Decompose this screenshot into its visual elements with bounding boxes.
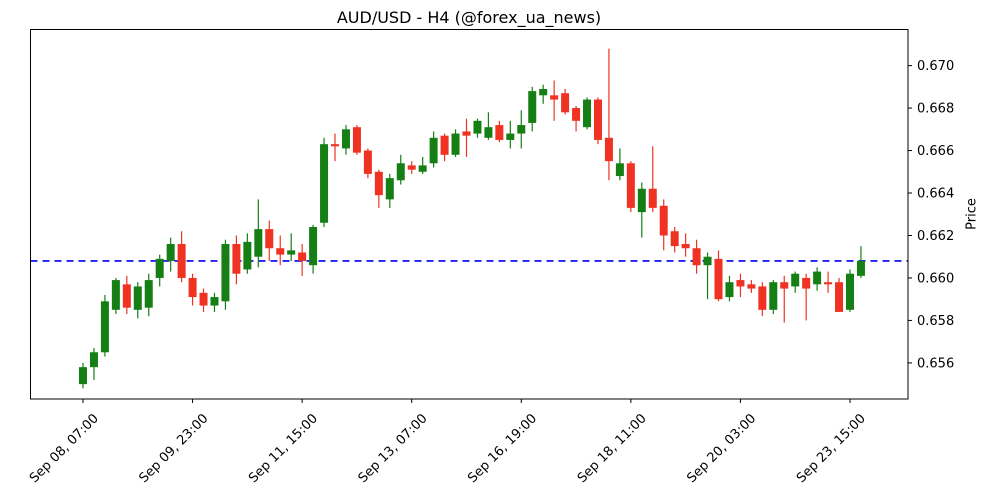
candle-body-up	[484, 127, 493, 138]
x-tick-label: Sep 08, 07:00	[27, 411, 102, 486]
candle-body-up	[528, 91, 537, 123]
candle-body-down	[824, 282, 833, 285]
candle-body-down	[462, 131, 471, 136]
candle-body-up	[133, 286, 142, 310]
candle-body-up	[429, 137, 438, 164]
candle-body-down	[604, 137, 613, 162]
candle-body-down	[572, 108, 581, 121]
candle-body-up	[725, 282, 734, 298]
candle-body-down	[199, 292, 208, 306]
x-tick-label: Sep 20, 03:00	[684, 411, 759, 486]
candle-body-up	[89, 352, 98, 368]
candle-body-up	[583, 99, 592, 128]
plot-border	[30, 29, 909, 400]
candle-body-up	[166, 243, 175, 261]
candle-body-down	[736, 280, 745, 287]
candle-body-up	[210, 297, 219, 306]
x-tick-label: Sep 09, 23:00	[137, 411, 212, 486]
candle-body-up	[155, 258, 164, 278]
candle-body-down	[122, 284, 131, 308]
candle-body-down	[232, 243, 241, 274]
candle-body-up	[144, 280, 153, 308]
candle-body-up	[813, 271, 822, 285]
candle-body-down	[561, 93, 570, 113]
candle-body-down	[692, 248, 701, 266]
candle-body-down	[352, 127, 361, 153]
candle-body-up	[254, 229, 263, 257]
candle-body-up	[845, 273, 854, 310]
candle-body-down	[747, 284, 756, 289]
x-tick-label: Sep 23, 15:00	[794, 411, 869, 486]
y-tick-label: 0.662	[917, 229, 954, 244]
x-tick-label: Sep 16, 19:00	[465, 411, 540, 486]
candle-body-down	[374, 171, 383, 196]
candle-body-up	[100, 301, 109, 353]
candle-body-down	[780, 282, 789, 289]
candle-body-down	[440, 135, 449, 155]
candle-body-down	[626, 163, 635, 208]
candle-body-down	[758, 286, 767, 310]
candle-body-down	[593, 99, 602, 140]
candle-body-up	[856, 260, 865, 276]
candle-body-up	[111, 280, 120, 310]
candle-body-up	[615, 163, 624, 177]
candle-body-down	[659, 205, 668, 236]
candle-body-up	[309, 226, 318, 266]
candle-body-down	[670, 231, 679, 247]
candle-body-up	[539, 88, 548, 96]
candle-body-up	[506, 133, 515, 140]
candle-body-up	[637, 188, 646, 213]
candle-body-up	[418, 165, 427, 172]
candle-body-down	[331, 144, 340, 147]
y-tick-label: 0.660	[917, 271, 954, 286]
candle-body-up	[243, 241, 252, 270]
y-tick-label: 0.656	[917, 356, 954, 371]
candle-body-up	[287, 250, 296, 255]
candle-body-up	[703, 256, 712, 266]
y-tick-label: 0.658	[917, 314, 954, 329]
candle-body-up	[79, 367, 87, 385]
y-tick-label: 0.670	[917, 59, 954, 74]
candle-body-down	[177, 243, 186, 278]
candle-body-down	[188, 277, 197, 298]
candle-body-up	[320, 144, 329, 223]
y-tick-label: 0.666	[917, 144, 954, 159]
candle-body-down	[681, 243, 690, 249]
x-tick-label: Sep 18, 11:00	[575, 411, 650, 486]
candle-body-up	[517, 125, 526, 134]
candle-body-down	[363, 150, 372, 174]
y-tick-label: 0.664	[917, 187, 954, 202]
chart-title: AUD/USD - H4 (@forex_ua_news)	[336, 8, 602, 27]
candle-body-down	[648, 188, 657, 208]
candle-body-down	[550, 95, 559, 100]
candle-body-up	[341, 129, 350, 149]
candle-body-up	[385, 178, 394, 200]
x-tick-label: Sep 13, 07:00	[356, 411, 431, 486]
candle-body-up	[396, 163, 405, 181]
candle-body-up	[451, 133, 460, 155]
candle-body-up	[791, 273, 800, 287]
candle-body-down	[714, 258, 723, 300]
candle-body-down	[265, 229, 274, 249]
candle-body-up	[221, 243, 230, 302]
candle-body-down	[835, 282, 844, 312]
candle-body-down	[298, 252, 307, 261]
x-tick-label: Sep 11, 15:00	[246, 411, 321, 486]
candle-body-down	[495, 125, 504, 140]
candle-body-up	[473, 120, 482, 134]
y-tick-label: 0.668	[917, 102, 954, 117]
candle-body-down	[407, 165, 416, 170]
candle-body-up	[769, 282, 778, 310]
candle-body-down	[276, 248, 285, 255]
candle-body-down	[802, 277, 811, 289]
